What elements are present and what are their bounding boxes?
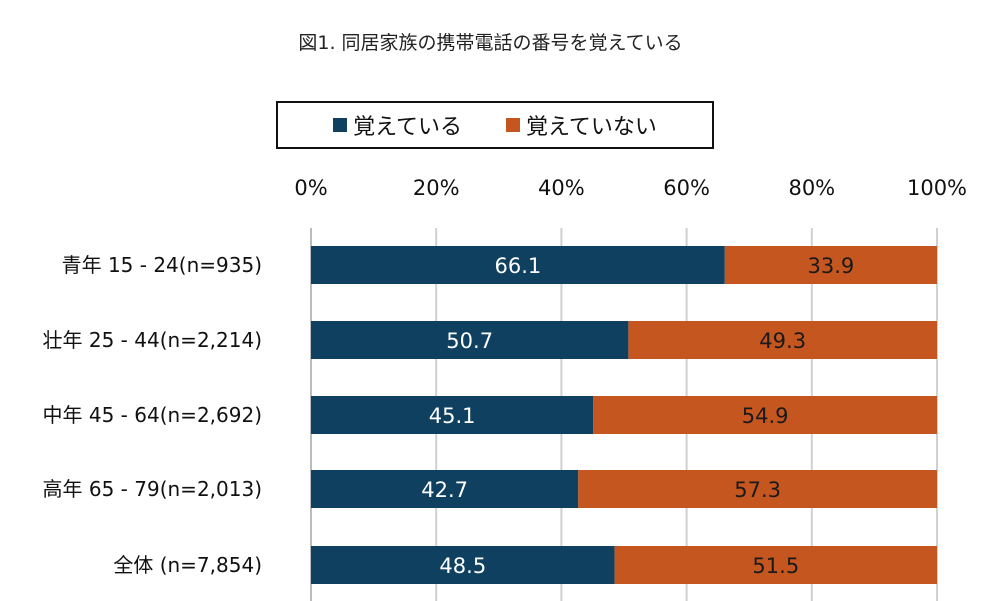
bar-segment [311, 246, 725, 284]
data-label: 51.5 [752, 554, 799, 578]
data-label: 42.7 [421, 478, 468, 502]
x-tick-label: 60% [663, 176, 710, 200]
bar-segment [628, 321, 937, 359]
legend-item-remember: 覚えている [333, 109, 462, 141]
category-label: 全体 (n=7,854) [113, 553, 262, 577]
x-tick-label: 0% [294, 176, 327, 200]
bar-segment [593, 396, 937, 434]
legend-item-not-remember: 覚えていない [506, 109, 657, 141]
data-label: 33.9 [808, 254, 855, 278]
data-label: 45.1 [429, 404, 476, 428]
legend-label-not-remember: 覚えていない [526, 115, 657, 140]
legend-swatch-remember [333, 118, 348, 132]
category-label: 中年 45 - 64(n=2,692) [43, 403, 262, 427]
bar-segment [311, 470, 579, 508]
data-label: 49.3 [759, 329, 806, 353]
bar-segment [724, 246, 937, 284]
x-tick-label: 100% [907, 176, 967, 200]
x-tick-label: 20% [413, 176, 460, 200]
legend-label-remember: 覚えている [353, 115, 462, 140]
legend-swatch-not-remember [506, 118, 520, 132]
data-label: 54.9 [742, 404, 789, 428]
category-label: 高年 65 - 79(n=2,013) [43, 477, 262, 501]
data-label: 66.1 [495, 254, 542, 278]
data-label: 48.5 [439, 554, 486, 578]
legend: 覚えている 覚えていない [276, 101, 714, 149]
category-label: 壮年 25 - 44(n=2,214) [43, 328, 262, 352]
bar-segment [311, 546, 615, 584]
chart-title: 図1. 同居家族の携帯電話の番号を覚えている [298, 32, 683, 54]
x-tick-label: 80% [788, 176, 835, 200]
bar-segment [578, 470, 937, 508]
x-tick-label: 40% [538, 176, 585, 200]
bar-segment [311, 321, 629, 359]
data-label: 57.3 [734, 478, 781, 502]
data-label: 50.7 [446, 329, 493, 353]
bar-segment [311, 396, 594, 434]
category-label: 青年 15 - 24(n=935) [62, 253, 262, 277]
bar-segment [614, 546, 937, 584]
